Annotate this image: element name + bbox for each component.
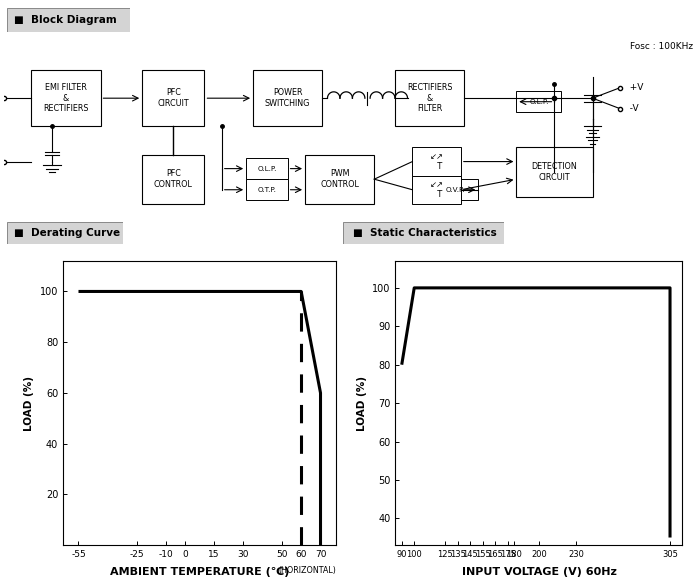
Text: ■  Static Characteristics: ■ Static Characteristics [353, 227, 496, 238]
Bar [517, 147, 592, 197]
Text: RECTIFIERS
&
FILTER: RECTIFIERS & FILTER [407, 84, 452, 113]
Bar [305, 154, 374, 204]
Text: DETECTION
CIRCUIT: DETECTION CIRCUIT [531, 162, 577, 182]
Bar [142, 154, 204, 204]
Text: POWER
SWITCHING: POWER SWITCHING [265, 89, 310, 108]
Bar [246, 179, 288, 200]
Text: PFC
CIRCUIT: PFC CIRCUIT [158, 89, 189, 108]
Bar [395, 70, 464, 126]
Text: ■  Block Diagram: ■ Block Diagram [14, 14, 117, 25]
Text: ↙↗
  T: ↙↗ T [430, 152, 444, 171]
Bar [517, 91, 561, 113]
Text: PWM
CONTROL: PWM CONTROL [320, 169, 359, 189]
Bar [412, 147, 461, 176]
X-axis label: INPUT VOLTAGE (V) 60Hz: INPUT VOLTAGE (V) 60Hz [461, 567, 617, 578]
X-axis label: AMBIENT TEMPERATURE (℃): AMBIENT TEMPERATURE (℃) [110, 567, 289, 578]
Text: O.V.P.: O.V.P. [446, 187, 466, 193]
Text: Fosc : 100KHz: Fosc : 100KHz [630, 42, 693, 51]
Y-axis label: LOAD (%): LOAD (%) [25, 376, 34, 430]
Bar [32, 70, 101, 126]
Text: +V: +V [624, 83, 643, 92]
Bar [412, 176, 461, 204]
Y-axis label: LOAD (%): LOAD (%) [357, 376, 367, 430]
Text: EMI FILTER
&
RECTIFIERS: EMI FILTER & RECTIFIERS [43, 84, 89, 113]
Bar [246, 158, 288, 179]
Bar [433, 179, 478, 200]
Bar [142, 70, 204, 126]
Bar [253, 70, 322, 126]
Bar [544, 169, 565, 190]
Text: PFC
CONTROL: PFC CONTROL [154, 169, 192, 189]
Text: ■  Derating Curve: ■ Derating Curve [14, 227, 120, 238]
Text: O.L.P.: O.L.P. [529, 99, 549, 105]
Text: O.T.P.: O.T.P. [258, 187, 277, 193]
Text: -V: -V [624, 104, 638, 113]
Text: (HORIZONTAL): (HORIZONTAL) [278, 566, 336, 575]
Text: O.L.P.: O.L.P. [257, 166, 276, 172]
Text: ↙↗
  T: ↙↗ T [430, 180, 444, 200]
